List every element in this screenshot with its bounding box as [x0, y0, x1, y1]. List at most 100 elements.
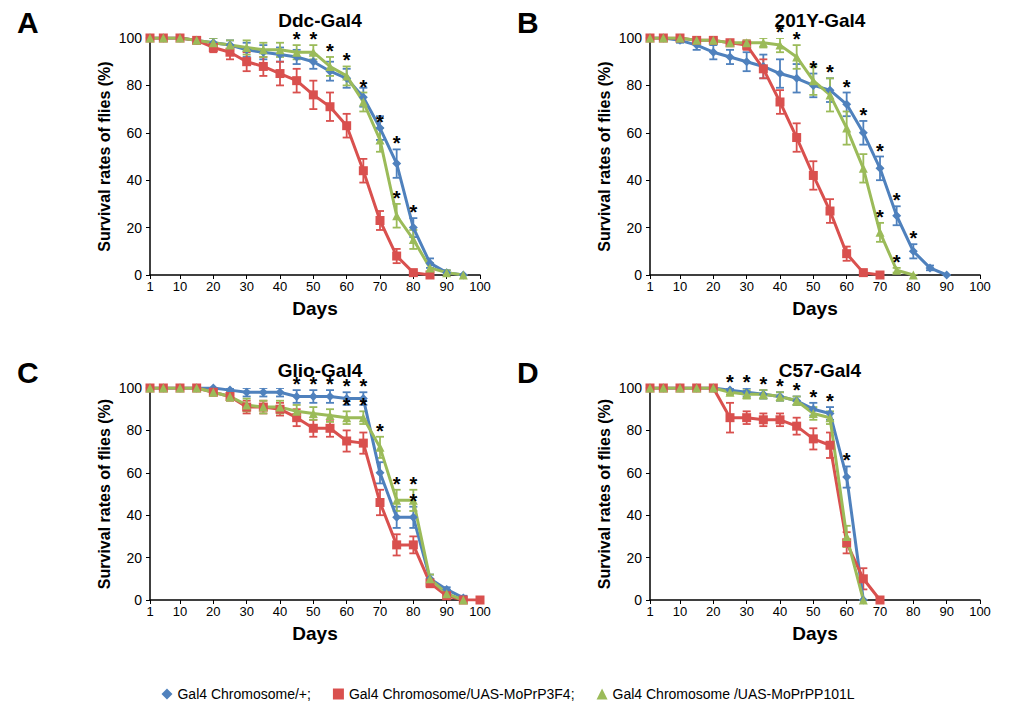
svg-text:*: *: [393, 132, 401, 154]
svg-text:60: 60: [339, 279, 353, 294]
svg-text:80: 80: [626, 77, 642, 93]
svg-text:50: 50: [806, 604, 820, 619]
svg-text:0: 0: [134, 592, 142, 608]
svg-text:30: 30: [239, 604, 253, 619]
svg-text:100: 100: [969, 604, 991, 619]
svg-text:1: 1: [646, 604, 653, 619]
svg-text:100: 100: [619, 380, 643, 396]
svg-text:*: *: [393, 473, 401, 495]
svg-text:*: *: [376, 420, 384, 442]
svg-text:40: 40: [773, 279, 787, 294]
svg-text:*: *: [309, 28, 317, 50]
svg-text:*: *: [293, 28, 301, 50]
svg-text:50: 50: [306, 604, 320, 619]
svg-text:30: 30: [739, 604, 753, 619]
svg-text:Ddc-Gal4: Ddc-Gal4: [278, 10, 362, 31]
svg-text:*: *: [759, 373, 767, 395]
svg-text:70: 70: [373, 279, 387, 294]
svg-text:*: *: [793, 379, 801, 401]
svg-text:*: *: [409, 201, 417, 223]
svg-text:50: 50: [806, 279, 820, 294]
svg-text:*: *: [893, 251, 901, 273]
svg-text:100: 100: [119, 380, 143, 396]
svg-text:*: *: [909, 227, 917, 249]
svg-text:Days: Days: [792, 623, 837, 644]
svg-text:80: 80: [406, 279, 420, 294]
svg-text:*: *: [809, 386, 817, 408]
svg-text:60: 60: [839, 279, 853, 294]
svg-text:80: 80: [906, 279, 920, 294]
svg-text:40: 40: [126, 172, 142, 188]
svg-text:40: 40: [273, 604, 287, 619]
svg-text:Gal4 Chromosome/UAS-MoPrP3F4;: Gal4 Chromosome/UAS-MoPrP3F4;: [349, 686, 575, 702]
svg-text:*: *: [809, 57, 817, 79]
svg-text:20: 20: [626, 550, 642, 566]
svg-text:80: 80: [126, 422, 142, 438]
svg-text:Survival rates of flies (%): Survival rates of flies (%): [96, 61, 113, 251]
svg-text:*: *: [743, 371, 751, 393]
svg-text:10: 10: [173, 604, 187, 619]
svg-text:*: *: [726, 371, 734, 393]
svg-text:90: 90: [439, 279, 453, 294]
svg-text:30: 30: [239, 279, 253, 294]
svg-text:90: 90: [939, 604, 953, 619]
svg-text:60: 60: [626, 125, 642, 141]
svg-text:B: B: [517, 6, 539, 39]
svg-text:1: 1: [146, 279, 153, 294]
svg-text:30: 30: [739, 279, 753, 294]
svg-text:*: *: [409, 473, 417, 495]
svg-text:C: C: [17, 356, 39, 389]
svg-text:1: 1: [146, 604, 153, 619]
svg-text:100: 100: [469, 604, 491, 619]
svg-text:*: *: [859, 104, 867, 126]
svg-text:201Y-Gal4: 201Y-Gal4: [775, 10, 866, 31]
svg-text:*: *: [343, 394, 351, 416]
svg-text:20: 20: [126, 220, 142, 236]
svg-text:Survival rates of flies (%): Survival rates of flies (%): [596, 61, 613, 251]
svg-text:*: *: [376, 111, 384, 133]
svg-text:60: 60: [839, 604, 853, 619]
svg-text:*: *: [359, 76, 367, 98]
svg-text:Days: Days: [792, 298, 837, 319]
svg-text:60: 60: [339, 604, 353, 619]
svg-text:80: 80: [406, 604, 420, 619]
svg-text:40: 40: [626, 507, 642, 523]
svg-text:20: 20: [126, 550, 142, 566]
svg-text:*: *: [826, 390, 834, 412]
svg-text:100: 100: [469, 279, 491, 294]
svg-text:*: *: [359, 394, 367, 416]
svg-text:40: 40: [773, 604, 787, 619]
svg-text:20: 20: [706, 604, 720, 619]
svg-text:Days: Days: [292, 298, 337, 319]
svg-text:70: 70: [873, 279, 887, 294]
svg-text:80: 80: [906, 604, 920, 619]
svg-text:80: 80: [126, 77, 142, 93]
svg-text:*: *: [843, 449, 851, 471]
svg-text:10: 10: [673, 604, 687, 619]
svg-text:70: 70: [873, 604, 887, 619]
svg-text:20: 20: [206, 279, 220, 294]
svg-text:*: *: [343, 49, 351, 71]
svg-text:D: D: [517, 356, 539, 389]
svg-text:0: 0: [634, 267, 642, 283]
svg-text:80: 80: [626, 422, 642, 438]
svg-text:*: *: [326, 40, 334, 62]
svg-text:20: 20: [706, 279, 720, 294]
svg-text:0: 0: [134, 267, 142, 283]
svg-text:20: 20: [206, 604, 220, 619]
svg-text:40: 40: [626, 172, 642, 188]
svg-text:*: *: [893, 189, 901, 211]
svg-text:90: 90: [939, 279, 953, 294]
svg-text:Survival rates of flies (%): Survival rates of flies (%): [96, 399, 113, 589]
svg-text:*: *: [843, 76, 851, 98]
svg-text:40: 40: [126, 507, 142, 523]
svg-text:Days: Days: [292, 623, 337, 644]
svg-text:Gal4 Chromosome /UAS-MoPrPP101: Gal4 Chromosome /UAS-MoPrPP101L: [613, 686, 855, 702]
svg-text:60: 60: [126, 125, 142, 141]
svg-text:70: 70: [373, 604, 387, 619]
svg-text:Gal4 Chromosome/+;: Gal4 Chromosome/+;: [177, 686, 310, 702]
svg-text:*: *: [826, 61, 834, 83]
svg-text:100: 100: [619, 30, 643, 46]
svg-text:0: 0: [634, 592, 642, 608]
svg-text:A: A: [17, 6, 39, 39]
